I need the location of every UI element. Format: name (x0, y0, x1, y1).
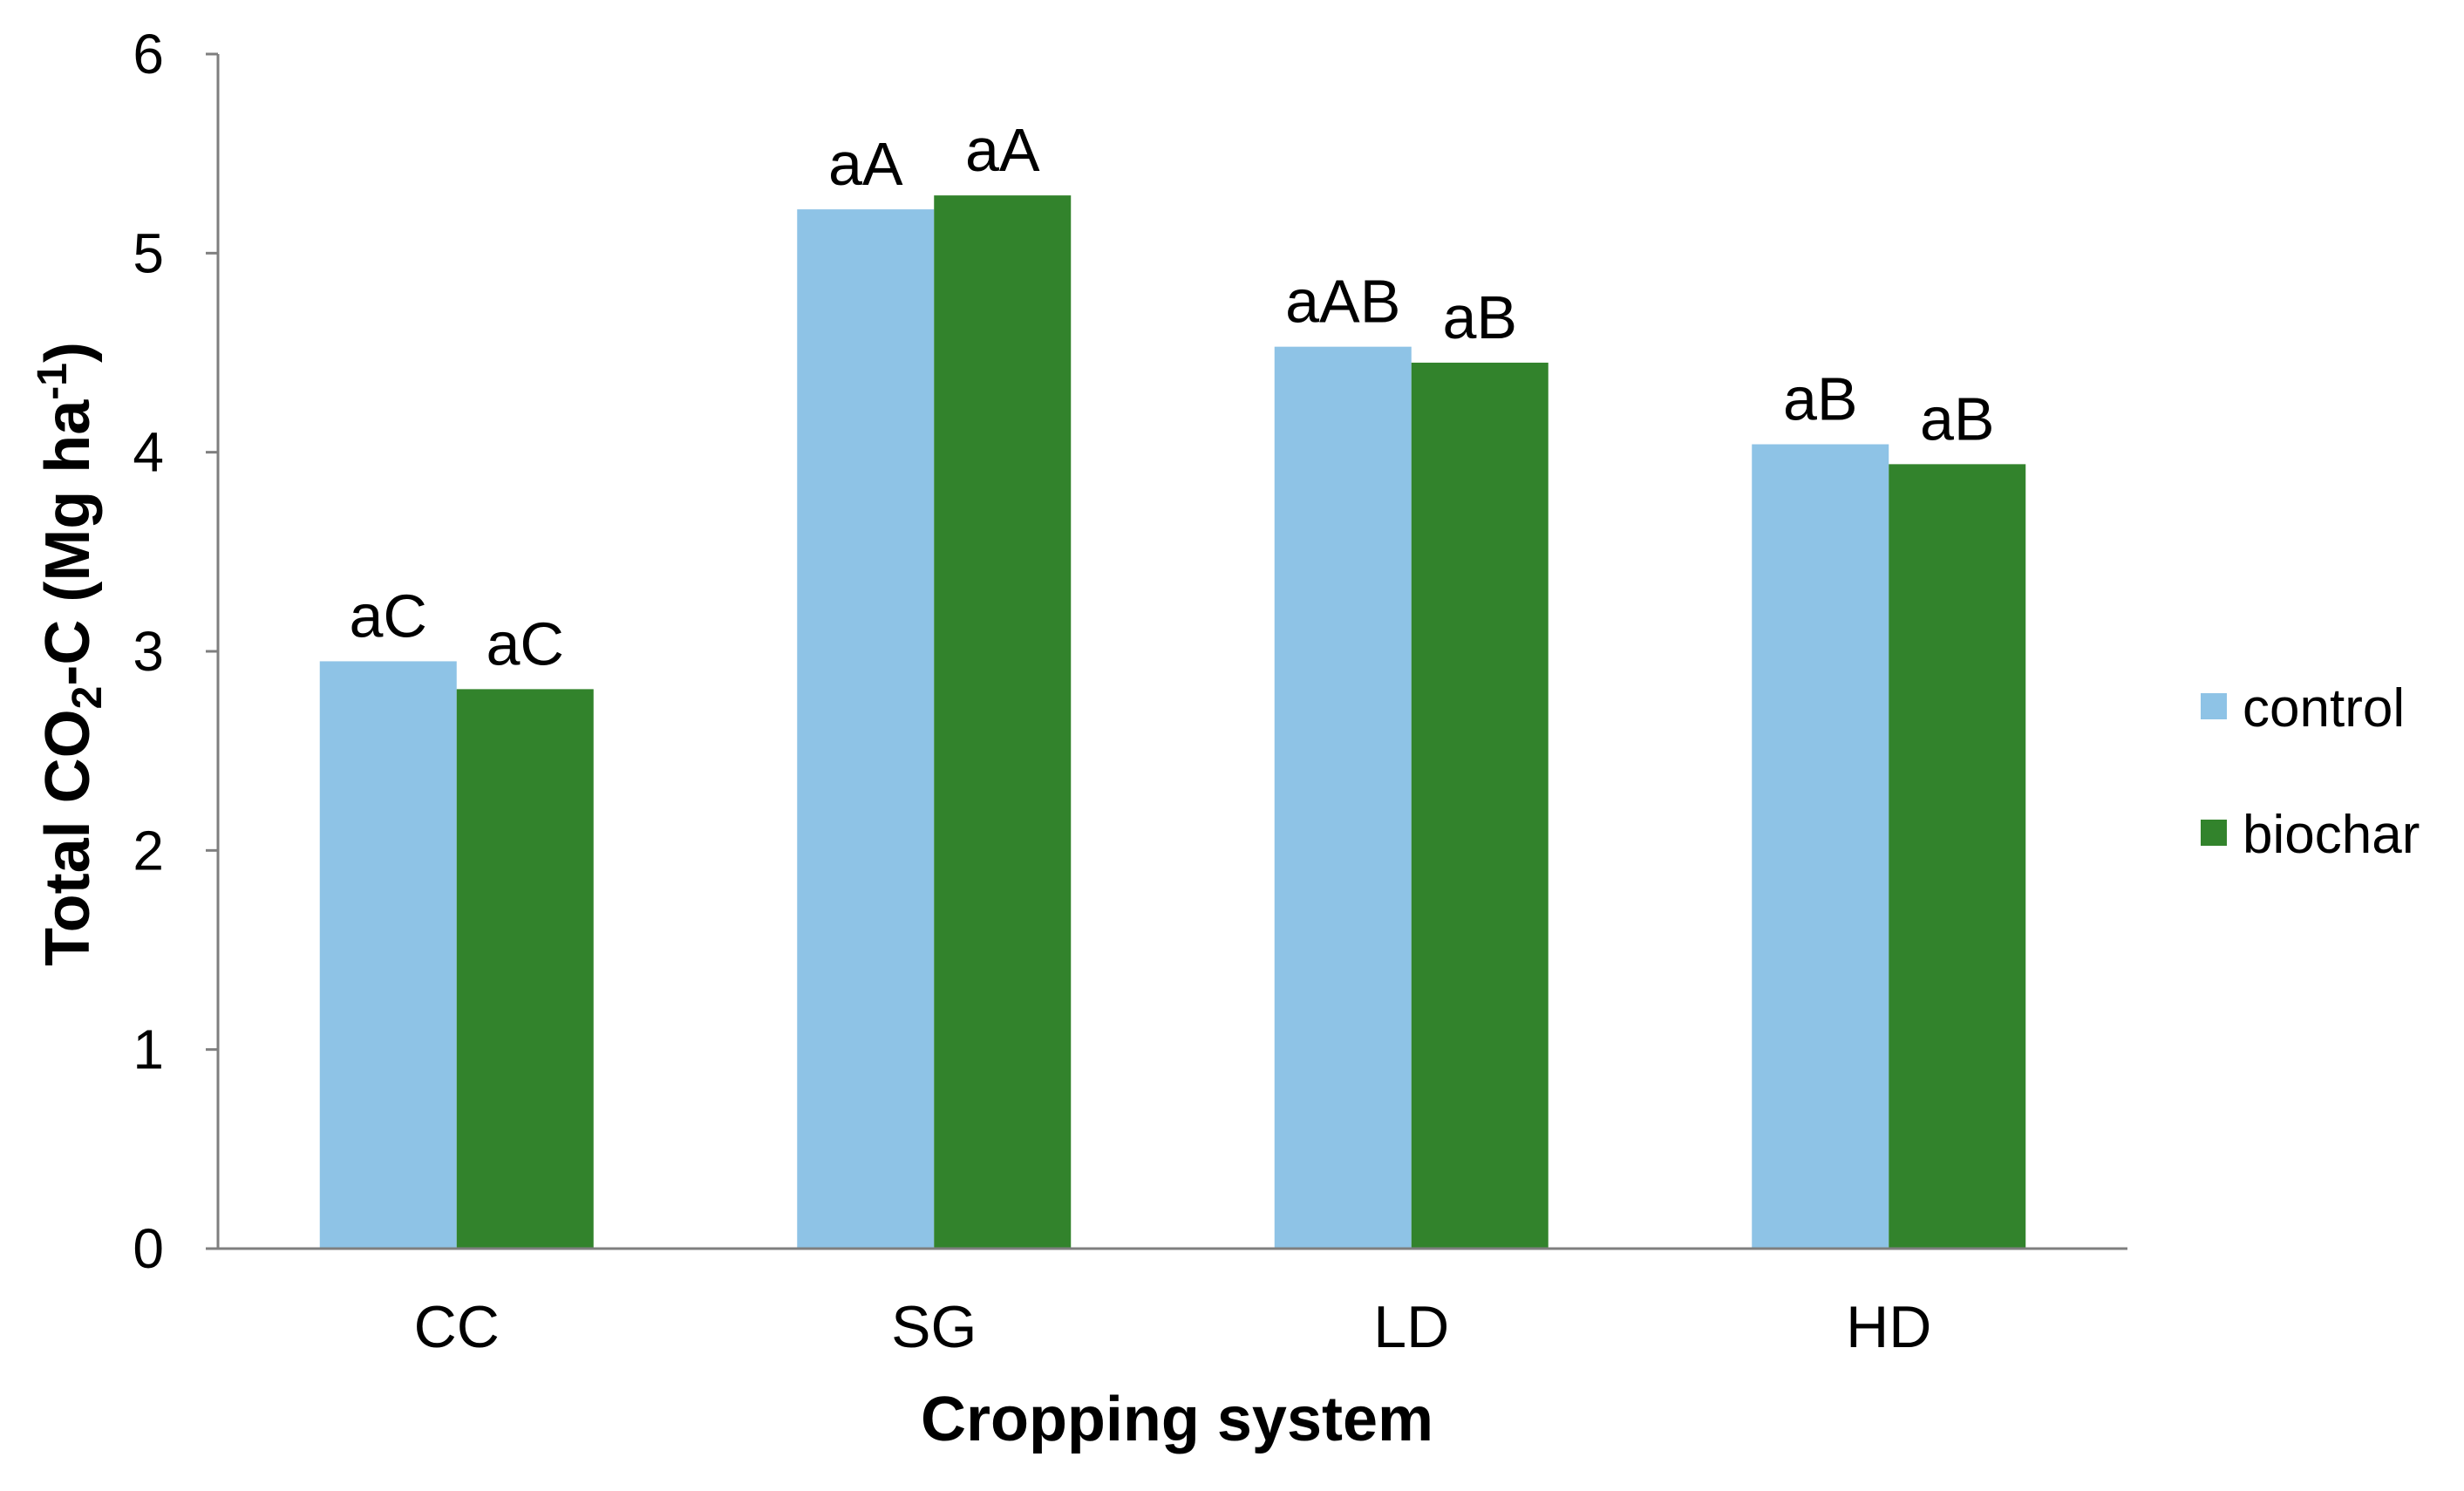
y-tick-label: 2 (133, 819, 164, 882)
bar-label-biochar-CC: aC (487, 609, 564, 677)
x-tick-label: LD (1373, 1294, 1449, 1360)
bar-biochar-LD (1411, 362, 1549, 1249)
x-tick-label: CC (414, 1294, 500, 1360)
x-axis-title: Cropping system (921, 1385, 1433, 1454)
legend-swatch-control (2201, 693, 2227, 719)
y-tick-label: 5 (133, 221, 164, 284)
y-axis-title-superscript: -1 (30, 363, 76, 400)
y-axis-ticks: 0 1 2 3 4 5 6 (133, 23, 218, 1280)
y-tick-label: 0 (133, 1217, 164, 1280)
legend-swatch-biochar (2201, 820, 2227, 846)
bar-control-SG (797, 209, 935, 1249)
bar-label-control-SG: aA (828, 130, 903, 198)
bar-control-CC (319, 661, 457, 1249)
y-tick-label: 4 (133, 421, 164, 484)
x-tick-label: HD (1846, 1294, 1931, 1360)
legend-label-biochar: biochar (2243, 805, 2420, 865)
bar-label-biochar-HD: aB (1920, 385, 1995, 453)
y-tick-label: 1 (133, 1018, 164, 1081)
legend: control biochar (2201, 678, 2420, 865)
significance-labels: aC aC aA aA aAB aB aB aB (350, 116, 1995, 677)
y-axis-title-middle: -C (Mg ha (33, 399, 103, 686)
bars-layer (319, 195, 2026, 1249)
bar-control-HD (1752, 444, 1889, 1249)
y-axis-title-subscript: 2 (65, 686, 111, 710)
y-axis-title: Total CO2-C (Mg ha-1) (30, 342, 111, 966)
bar-label-biochar-SG: aA (965, 116, 1040, 184)
bar-biochar-CC (456, 689, 594, 1249)
y-tick-label: 6 (133, 23, 164, 85)
x-axis-categories: CC SG LD HD (414, 1294, 1932, 1360)
bar-biochar-SG (934, 195, 1072, 1249)
y-axis-title-suffix: ) (33, 342, 103, 363)
y-tick-label: 3 (133, 620, 164, 683)
bar-control-LD (1274, 346, 1412, 1249)
bar-label-control-CC: aC (350, 582, 427, 650)
bar-biochar-HD (1889, 464, 2026, 1249)
y-axis-title-prefix: Total CO (33, 709, 103, 966)
bar-label-biochar-LD: aB (1442, 283, 1517, 351)
legend-label-control: control (2243, 678, 2405, 739)
bar-label-control-LD: aAB (1285, 268, 1400, 336)
x-tick-label: SG (891, 1294, 977, 1360)
bar-label-control-HD: aB (1783, 365, 1858, 433)
